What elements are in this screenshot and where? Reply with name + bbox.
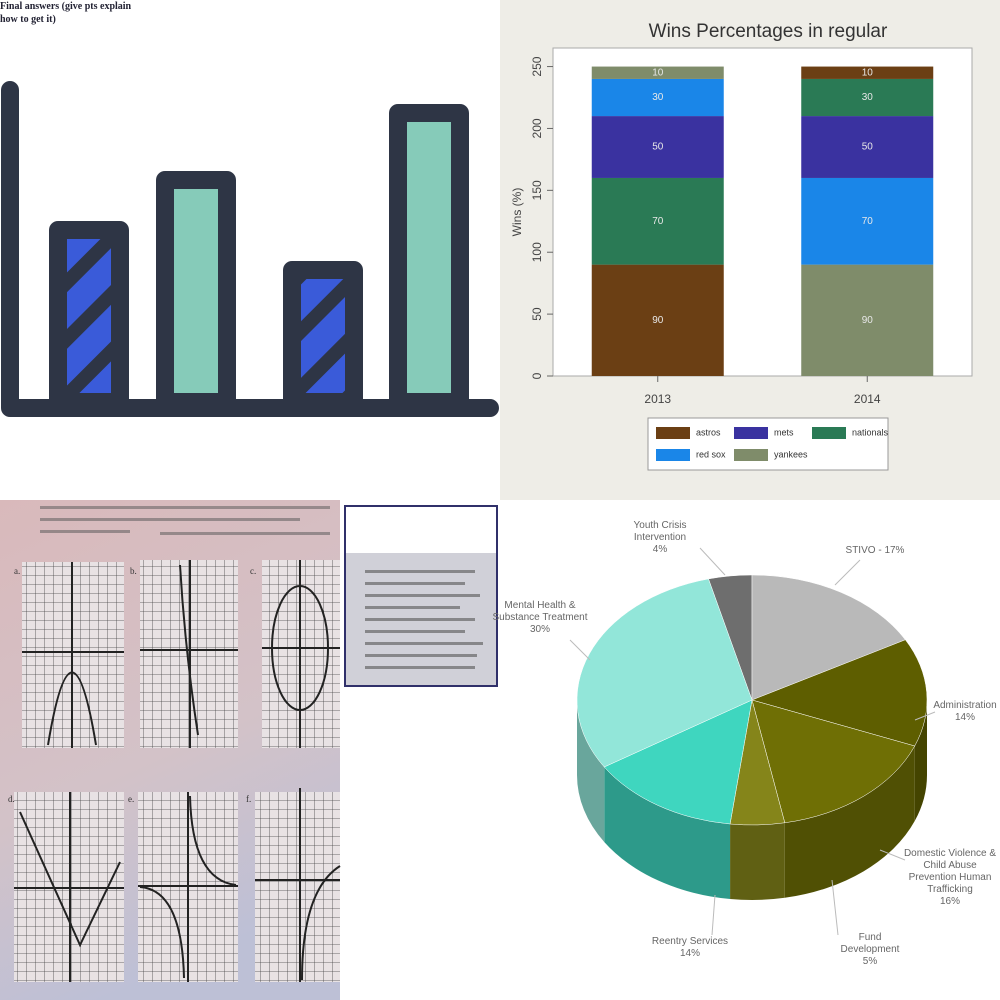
panel-label: a. xyxy=(14,566,20,576)
pie-value-label: 5% xyxy=(862,956,878,967)
leader-line xyxy=(834,559,861,586)
legend-label: yankees xyxy=(774,449,808,459)
bar-segment xyxy=(801,116,934,178)
bar-segment xyxy=(801,177,934,265)
pie-category: Reentry Services xyxy=(651,936,729,947)
pie-slice xyxy=(576,578,753,768)
panel-label: b. xyxy=(130,566,137,576)
data-label: 90 xyxy=(652,315,664,326)
pie-label: Fund Development 5% xyxy=(830,932,910,968)
y-axis-label: Wins (%) xyxy=(510,188,524,237)
pie-label: Domestic Violence & Child Abuse Preventi… xyxy=(900,848,1000,908)
pie-slice-side xyxy=(604,766,731,900)
legend-label: red sox xyxy=(696,449,726,459)
y-tick-label: 150 xyxy=(530,180,544,200)
bar-segment xyxy=(591,177,724,265)
pie-category: Domestic Violence & Child Abuse Preventi… xyxy=(903,848,997,895)
bar-segment xyxy=(591,78,724,117)
panel-label: e. xyxy=(128,794,134,804)
pie-slice xyxy=(751,639,928,747)
data-label: 50 xyxy=(862,142,874,153)
bar-chart-icon xyxy=(1,81,499,417)
data-label: 10 xyxy=(652,67,664,78)
pie-value-label: 16% xyxy=(939,896,960,907)
worksheet-photo xyxy=(0,500,498,1000)
pie-slice-side xyxy=(577,700,605,842)
pie-category: STIVO - xyxy=(845,545,882,556)
x-tick-label: 2014 xyxy=(854,392,881,406)
leader-line xyxy=(569,639,591,661)
pie-label: STIVO - 17% xyxy=(835,545,915,557)
bar-segment xyxy=(801,78,934,117)
data-label: 10 xyxy=(862,67,874,78)
y-tick-label: 100 xyxy=(530,242,544,262)
legend-swatch xyxy=(734,427,768,439)
pie-slice-side xyxy=(914,700,927,822)
panel-label: c. xyxy=(250,566,256,576)
bar-segment xyxy=(801,66,934,79)
pie-sides xyxy=(577,700,927,901)
pie-slice xyxy=(751,699,916,824)
pie-slice-side xyxy=(784,746,915,898)
bar-segment xyxy=(591,264,724,376)
data-label: 70 xyxy=(652,216,664,227)
data-label: 50 xyxy=(652,142,664,153)
pie-slice xyxy=(751,574,906,701)
data-label: 70 xyxy=(862,216,874,227)
pie-label: Administration 14% xyxy=(930,700,1000,724)
y-tick-label: 200 xyxy=(530,118,544,138)
pie-category: Administration xyxy=(933,700,997,711)
answer-box-title: Final answers (give pts explain how to g… xyxy=(0,1,132,25)
pie-value-label: 17% xyxy=(884,545,905,556)
legend-box xyxy=(647,417,889,471)
pie-value-label: 14% xyxy=(954,712,975,723)
data-label: 30 xyxy=(862,92,874,103)
pie-category: Mental Health & Substance Treatment xyxy=(492,600,588,623)
leader-line xyxy=(711,894,716,936)
legend-swatch xyxy=(812,427,846,439)
legend-label: mets xyxy=(774,427,794,437)
panel-label: d. xyxy=(8,794,15,804)
data-label: 30 xyxy=(652,92,664,103)
y-tick-label: 50 xyxy=(530,307,544,321)
leader-line xyxy=(914,711,936,721)
legend-swatch xyxy=(656,427,690,439)
leader-line xyxy=(879,849,906,861)
data-label: 90 xyxy=(862,315,874,326)
leader-line xyxy=(831,879,839,936)
bar-segment xyxy=(801,264,934,376)
legend-label: nationals xyxy=(852,427,889,437)
pie-category: Fund Development xyxy=(840,932,900,955)
pie-slice-side xyxy=(730,822,785,901)
x-tick-label: 2013 xyxy=(644,392,671,406)
chart-title: Wins Percentages in regular xyxy=(649,21,888,42)
y-tick-label: 250 xyxy=(530,56,544,76)
panel-label: f. xyxy=(246,794,251,804)
pie-value-label: 14% xyxy=(679,948,700,959)
pie-value-label: 30% xyxy=(529,624,550,635)
pie-slice xyxy=(603,699,753,825)
leader-line xyxy=(699,547,726,576)
legend-swatch xyxy=(656,449,690,461)
pie-category: Youth Crisis Intervention xyxy=(633,520,687,543)
pie-value-label: 4% xyxy=(652,544,668,555)
bar-segment xyxy=(591,116,724,178)
pie-label: Mental Health & Substance Treatment 30% xyxy=(490,600,590,636)
y-tick-label: 0 xyxy=(530,372,544,379)
pie-label: Youth Crisis Intervention 4% xyxy=(610,520,710,556)
legend-label: astros xyxy=(696,427,721,437)
bar-segment xyxy=(591,66,724,79)
pie-label: Reentry Services 14% xyxy=(640,936,740,960)
legend-swatch xyxy=(734,449,768,461)
